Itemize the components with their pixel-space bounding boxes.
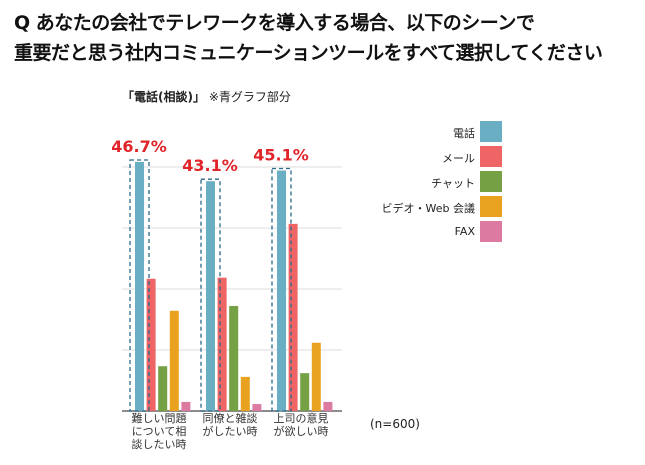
bar-1-2 (288, 223, 298, 411)
legend-label: メール (442, 152, 475, 165)
legend-label: チャット (431, 177, 475, 190)
sample-size: (n=600) (370, 417, 420, 431)
bar-2-0 (158, 366, 168, 411)
highlight-box (129, 159, 150, 412)
category-label: 同僚と雑談がしたい時 (202, 412, 258, 438)
bar-3-2 (311, 342, 321, 411)
category-label: 難しい問題について相談したい時 (131, 412, 187, 451)
bar-0-2 (277, 170, 286, 411)
category-label: 上司の意見が欲しい時 (273, 412, 329, 438)
data-label: 46.7% (111, 137, 167, 156)
bar-4-1 (252, 404, 262, 411)
bar-0-0 (135, 162, 144, 411)
bar-4-2 (323, 401, 333, 411)
legend-label: FAX (454, 225, 475, 238)
bar-3-1 (240, 376, 250, 411)
bar-3-0 (169, 310, 179, 411)
bar-4-0 (181, 401, 191, 411)
legend-swatch (480, 121, 502, 142)
highlight-box (271, 167, 292, 412)
bar-2-2 (300, 373, 310, 411)
chart-subtitle: 「電話(相談)」 ※青グラフ部分 (122, 90, 291, 104)
legend-label: ビデオ・Web 会議 (381, 202, 475, 215)
question-line-1: Q あなたの会社でテレワークを導入する場合、以下のシーンで (14, 12, 535, 34)
legend-swatch (480, 146, 502, 167)
bar-2-1 (229, 305, 239, 411)
legend-swatch (480, 171, 502, 192)
data-label: 43.1% (182, 156, 238, 175)
legend-swatch (480, 221, 502, 242)
data-label: 45.1% (253, 146, 309, 165)
bar-1-0 (146, 278, 156, 411)
highlight-box (200, 178, 221, 412)
bar-0-1 (206, 181, 215, 411)
legend-label: 電話 (453, 127, 475, 140)
question-line-2: 重要だと思う社内コミュニケーションツールをすべて選択してください (14, 42, 603, 64)
bar-1-1 (217, 277, 227, 411)
legend-swatch (480, 196, 502, 217)
